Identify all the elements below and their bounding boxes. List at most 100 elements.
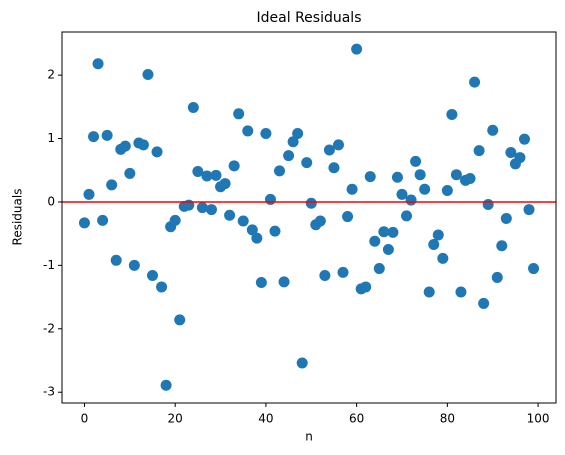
point [432, 229, 444, 241]
point [174, 314, 186, 326]
point [210, 169, 222, 181]
point [414, 169, 426, 181]
point [346, 183, 358, 195]
point [351, 43, 363, 55]
point [110, 254, 122, 266]
point [464, 172, 476, 184]
point [478, 297, 490, 309]
point [342, 211, 354, 223]
x-tick-label: 80 [440, 412, 455, 426]
point [205, 204, 217, 216]
point [196, 202, 208, 214]
point [382, 244, 394, 256]
point [401, 210, 413, 222]
point [219, 178, 231, 190]
x-tick-label: 20 [168, 412, 183, 426]
point [246, 224, 258, 236]
point [264, 193, 276, 205]
point [228, 160, 240, 172]
y-tick-label: 2 [47, 68, 55, 82]
point [487, 124, 499, 136]
point [97, 214, 109, 226]
point [319, 270, 331, 282]
plot-frame [61, 31, 557, 404]
point [151, 146, 163, 158]
point [373, 263, 385, 275]
point [332, 139, 344, 151]
y-tick-label: 0 [47, 194, 55, 208]
point [369, 235, 381, 247]
point [500, 212, 512, 224]
point [119, 140, 131, 152]
point [505, 146, 517, 158]
point [124, 167, 136, 179]
x-tick-label: 100 [527, 412, 550, 426]
y-tick-label: -3 [43, 385, 55, 399]
point [169, 214, 181, 226]
x-axis-label: n [305, 430, 313, 444]
chart-title: Ideal Residuals [257, 10, 362, 26]
point [328, 162, 340, 174]
point [88, 131, 100, 143]
point [242, 125, 254, 137]
point [192, 166, 204, 178]
y-tick-label: 1 [47, 131, 55, 145]
point [378, 226, 390, 238]
point [423, 286, 435, 298]
point [396, 188, 408, 200]
point [101, 129, 113, 141]
point [364, 171, 376, 183]
point [473, 145, 485, 157]
point [269, 225, 281, 237]
point [314, 215, 326, 227]
point [255, 277, 267, 289]
point [106, 179, 118, 191]
point [410, 155, 422, 167]
x-tick-label: 60 [349, 412, 364, 426]
point [160, 379, 172, 391]
point [437, 252, 449, 264]
point [287, 136, 299, 148]
point [450, 169, 462, 181]
point [496, 240, 508, 252]
point [391, 171, 403, 183]
point [301, 157, 313, 169]
x-tick-label: 40 [258, 412, 273, 426]
point [528, 263, 540, 275]
y-axis-label: Residuals [11, 189, 25, 246]
point [274, 165, 286, 177]
point [187, 101, 199, 113]
point [278, 276, 290, 288]
point [491, 271, 503, 283]
point [428, 238, 440, 250]
point [305, 197, 317, 209]
x-tick-label: 0 [81, 412, 89, 426]
point [482, 198, 494, 210]
point [469, 76, 481, 88]
point [387, 226, 399, 238]
point [283, 150, 295, 162]
point [518, 133, 530, 145]
point [92, 58, 104, 70]
point [83, 188, 95, 200]
point [146, 270, 158, 282]
point [260, 127, 272, 139]
point [292, 127, 304, 139]
point [337, 266, 349, 278]
point [233, 108, 245, 120]
point [224, 209, 236, 221]
point [441, 185, 453, 197]
point [251, 232, 263, 244]
point [360, 281, 372, 293]
point [455, 286, 467, 298]
point [446, 108, 458, 120]
point [128, 259, 140, 271]
y-tick-label: -2 [43, 321, 55, 335]
point [296, 357, 308, 369]
point [523, 204, 535, 216]
point [137, 139, 149, 151]
point [201, 170, 213, 182]
point [142, 68, 154, 80]
point [237, 215, 249, 227]
